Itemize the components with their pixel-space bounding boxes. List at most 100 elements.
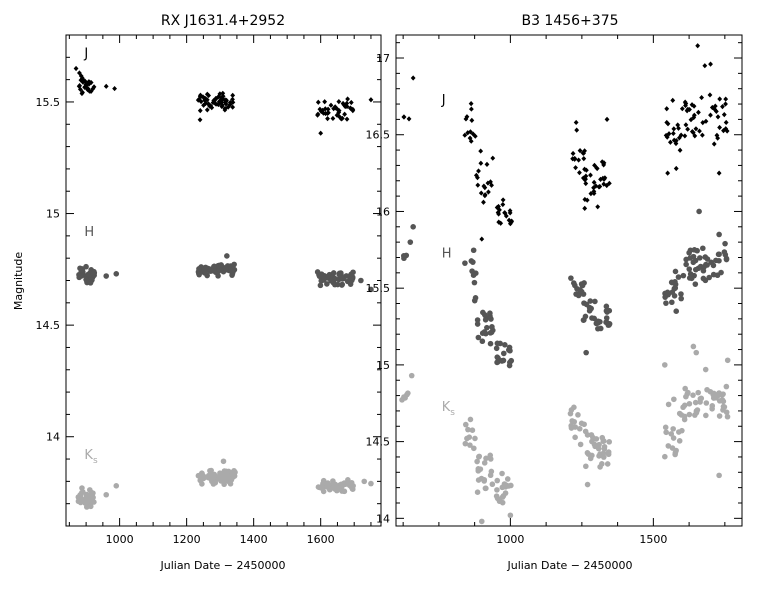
data-point-h bbox=[317, 282, 324, 289]
data-point-j bbox=[80, 79, 86, 85]
data-point-j bbox=[344, 103, 350, 110]
y-tick-label: 17 bbox=[376, 52, 390, 65]
data-point-j bbox=[666, 131, 672, 137]
data-point-h bbox=[718, 269, 724, 276]
data-point-ks bbox=[601, 445, 608, 452]
data-point-ks bbox=[471, 445, 477, 452]
data-point-j bbox=[334, 106, 340, 112]
data-point-j bbox=[206, 92, 212, 99]
data-point-j bbox=[583, 180, 589, 187]
x-tick-label: 1000 bbox=[106, 533, 134, 546]
data-point-j bbox=[479, 236, 485, 242]
data-point-ks bbox=[681, 413, 688, 420]
data-point-j bbox=[197, 108, 203, 114]
data-point-j bbox=[573, 165, 578, 171]
data-point-ks bbox=[723, 409, 730, 416]
data-point-j bbox=[673, 165, 679, 172]
data-point-h bbox=[583, 301, 590, 308]
data-point-h bbox=[222, 265, 229, 272]
data-point-j bbox=[670, 97, 676, 103]
left-chart-panel: RX J1631.4+2952 1000 1200 1400 1600 14 14.5 15… bbox=[12, 13, 382, 572]
data-point-h bbox=[218, 262, 224, 268]
band-label-j: J bbox=[441, 93, 446, 108]
data-point-ks bbox=[575, 412, 581, 418]
data-point-ks bbox=[499, 470, 505, 477]
data-point-j bbox=[716, 170, 722, 176]
data-point-j bbox=[478, 190, 484, 196]
data-point-j bbox=[112, 85, 117, 92]
data-point-ks bbox=[698, 395, 705, 402]
data-point-j bbox=[584, 167, 589, 173]
data-point-j bbox=[344, 116, 350, 122]
data-point-j bbox=[683, 122, 689, 128]
data-point-ks bbox=[593, 436, 600, 442]
data-point-j bbox=[462, 132, 468, 138]
y-tick-label: 15 bbox=[46, 208, 60, 221]
data-point-h bbox=[696, 208, 702, 215]
data-point-h bbox=[672, 281, 679, 288]
data-point-ks bbox=[478, 518, 485, 525]
data-point-j bbox=[500, 201, 506, 208]
data-point-h bbox=[358, 277, 364, 284]
data-point-h bbox=[688, 275, 695, 282]
data-point-j bbox=[230, 104, 236, 110]
data-point-j bbox=[577, 148, 583, 154]
data-point-j bbox=[574, 127, 580, 133]
data-point-ks bbox=[599, 434, 606, 441]
data-point-h bbox=[700, 267, 707, 274]
data-point-ks bbox=[405, 390, 411, 396]
y-tick-label: 15.5 bbox=[366, 282, 391, 295]
data-point-h bbox=[664, 289, 671, 296]
data-point-ks bbox=[85, 497, 92, 504]
data-point-h bbox=[582, 313, 589, 320]
data-point-j bbox=[208, 103, 214, 109]
data-point-j bbox=[486, 189, 491, 195]
y-tick-label: 15.5 bbox=[36, 96, 61, 109]
data-point-ks bbox=[661, 362, 668, 368]
data-point-ks bbox=[494, 477, 501, 484]
data-point-j bbox=[468, 101, 474, 107]
data-point-h bbox=[487, 310, 493, 316]
data-point-ks bbox=[724, 357, 731, 364]
data-point-h bbox=[686, 249, 692, 256]
data-point-h bbox=[572, 282, 578, 289]
data-point-j bbox=[500, 197, 506, 203]
data-point-ks bbox=[494, 495, 501, 502]
data-point-h bbox=[470, 247, 477, 254]
data-point-j bbox=[406, 116, 412, 122]
data-point-j bbox=[570, 150, 576, 157]
data-point-j bbox=[707, 92, 713, 98]
data-point-h bbox=[683, 261, 689, 268]
data-point-ks bbox=[693, 349, 700, 356]
data-point-ks bbox=[205, 474, 212, 481]
data-point-j bbox=[599, 159, 605, 165]
data-point-h bbox=[663, 300, 669, 306]
data-point-j bbox=[76, 83, 82, 89]
data-point-j bbox=[345, 96, 351, 102]
data-point-j bbox=[475, 182, 481, 188]
data-point-ks bbox=[507, 512, 514, 519]
data-point-ks bbox=[481, 477, 488, 483]
y-tick-label: 14 bbox=[376, 512, 390, 525]
data-point-ks bbox=[469, 427, 476, 434]
data-point-j bbox=[339, 115, 345, 121]
data-point-ks bbox=[675, 429, 682, 435]
data-point-ks bbox=[499, 494, 506, 500]
data-point-h bbox=[687, 271, 694, 277]
data-point-ks bbox=[508, 482, 514, 489]
left-axis-ticks: 1000 1200 1400 1600 14 14.5 15 15.5 bbox=[36, 34, 381, 546]
data-point-h bbox=[678, 291, 684, 297]
data-point-h bbox=[722, 251, 729, 258]
data-point-ks bbox=[596, 453, 602, 459]
data-point-j bbox=[340, 100, 346, 107]
data-point-h bbox=[202, 269, 208, 276]
data-point-h bbox=[471, 279, 478, 286]
data-point-ks bbox=[572, 434, 578, 441]
data-point-h bbox=[348, 271, 354, 278]
data-point-j bbox=[593, 183, 599, 189]
data-point-h bbox=[603, 303, 610, 310]
data-point-j bbox=[497, 207, 502, 213]
data-point-j bbox=[695, 43, 701, 49]
data-point-ks bbox=[341, 488, 348, 495]
y-tick-label: 16 bbox=[376, 205, 390, 218]
